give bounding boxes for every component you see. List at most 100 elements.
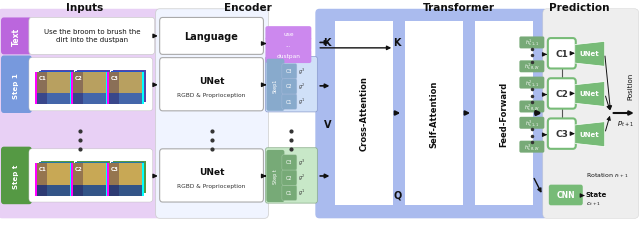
FancyBboxPatch shape <box>520 117 545 129</box>
Text: ...: ... <box>285 42 291 47</box>
Text: use: use <box>283 32 294 37</box>
FancyBboxPatch shape <box>282 155 297 170</box>
Bar <box>109 163 119 196</box>
Text: Step t: Step t <box>273 169 278 184</box>
Bar <box>73 72 83 105</box>
Text: $g^1$: $g^1$ <box>298 96 305 107</box>
Text: Inputs: Inputs <box>66 2 104 12</box>
Text: V: V <box>324 119 331 129</box>
Text: UNet: UNet <box>580 51 600 57</box>
Text: Position: Position <box>628 72 634 99</box>
Text: $c_{t+1}$: $c_{t+1}$ <box>586 199 601 207</box>
Text: $g^3$: $g^3$ <box>298 157 305 167</box>
Text: K: K <box>324 38 331 48</box>
Text: C1: C1 <box>39 166 47 171</box>
Text: C3: C3 <box>111 76 118 81</box>
Text: Rotation $r_{t+1}$: Rotation $r_{t+1}$ <box>586 171 628 180</box>
Text: Language: Language <box>184 32 239 42</box>
FancyBboxPatch shape <box>266 59 284 111</box>
Text: Text: Text <box>12 28 21 46</box>
Text: C1: C1 <box>39 76 47 81</box>
Bar <box>75 71 108 104</box>
Text: CNN: CNN <box>557 190 575 199</box>
FancyBboxPatch shape <box>266 150 284 202</box>
FancyBboxPatch shape <box>266 38 311 52</box>
Text: UNet: UNet <box>580 131 600 137</box>
Bar <box>141 163 144 196</box>
Text: $h^1_{t,R,W}$: $h^1_{t,R,W}$ <box>524 62 540 72</box>
Bar <box>107 72 109 105</box>
FancyBboxPatch shape <box>520 141 545 153</box>
FancyBboxPatch shape <box>520 101 545 113</box>
FancyBboxPatch shape <box>266 148 317 203</box>
FancyBboxPatch shape <box>159 18 264 55</box>
Bar <box>73 72 106 105</box>
FancyBboxPatch shape <box>282 185 297 200</box>
FancyBboxPatch shape <box>29 149 153 202</box>
Text: $h^3_{t,1,1}$: $h^3_{t,1,1}$ <box>525 118 539 128</box>
Bar <box>109 72 141 105</box>
Text: C1: C1 <box>556 49 568 59</box>
Text: C2: C2 <box>286 175 292 180</box>
Text: Q: Q <box>393 190 401 200</box>
FancyBboxPatch shape <box>29 18 155 55</box>
Text: C1: C1 <box>286 99 292 104</box>
FancyBboxPatch shape <box>1 56 32 114</box>
Text: Self-Attention: Self-Attention <box>429 80 438 147</box>
Text: State: State <box>586 192 607 197</box>
Text: C2: C2 <box>286 84 292 89</box>
Bar <box>77 161 110 193</box>
Text: Step1: Step1 <box>273 78 278 93</box>
Bar <box>113 70 146 103</box>
Bar <box>73 72 106 105</box>
FancyBboxPatch shape <box>520 77 545 89</box>
Polygon shape <box>575 42 605 67</box>
Text: dustpan: dustpan <box>276 54 300 59</box>
Bar <box>113 161 146 193</box>
Bar <box>107 163 109 196</box>
Bar <box>37 163 47 196</box>
Bar <box>73 185 106 196</box>
Text: $g^1$: $g^1$ <box>298 187 305 197</box>
FancyBboxPatch shape <box>548 79 576 109</box>
Bar <box>73 163 83 196</box>
Polygon shape <box>575 122 605 147</box>
Text: $h^2_{t,1,1}$: $h^2_{t,1,1}$ <box>525 78 539 88</box>
Text: UNet: UNet <box>199 76 224 86</box>
Text: C2: C2 <box>75 76 83 81</box>
Bar <box>37 185 70 196</box>
FancyBboxPatch shape <box>316 10 548 218</box>
Text: $h^3_{t,R,W}$: $h^3_{t,R,W}$ <box>524 142 540 152</box>
FancyBboxPatch shape <box>282 95 297 110</box>
Bar <box>77 70 110 103</box>
Bar <box>73 163 106 196</box>
Bar <box>70 163 72 196</box>
Bar <box>39 162 72 195</box>
Text: Step 1: Step 1 <box>13 73 19 98</box>
Bar <box>75 162 108 195</box>
Bar <box>37 72 47 105</box>
Bar <box>73 94 106 105</box>
Text: C3: C3 <box>286 69 292 74</box>
Bar <box>35 163 37 196</box>
Bar <box>109 185 141 196</box>
Bar <box>475 22 533 205</box>
Bar <box>109 163 141 196</box>
FancyBboxPatch shape <box>159 149 264 202</box>
Bar <box>109 94 141 105</box>
Bar <box>71 163 73 196</box>
Bar <box>41 70 74 103</box>
Text: RGBD & Proprioception: RGBD & Proprioception <box>177 183 246 188</box>
FancyBboxPatch shape <box>0 10 161 218</box>
Text: C1: C1 <box>286 190 292 195</box>
FancyBboxPatch shape <box>282 64 297 79</box>
Text: Use the broom to brush the
dirt into the dustpan: Use the broom to brush the dirt into the… <box>44 29 140 42</box>
FancyBboxPatch shape <box>266 27 311 41</box>
Text: $h^1_{t,1,1}$: $h^1_{t,1,1}$ <box>525 38 539 48</box>
Text: Feed-Forward: Feed-Forward <box>499 81 508 146</box>
Bar <box>335 22 393 205</box>
FancyBboxPatch shape <box>266 50 311 64</box>
Text: Prediction: Prediction <box>548 2 609 12</box>
FancyBboxPatch shape <box>543 10 639 218</box>
FancyBboxPatch shape <box>520 37 545 49</box>
